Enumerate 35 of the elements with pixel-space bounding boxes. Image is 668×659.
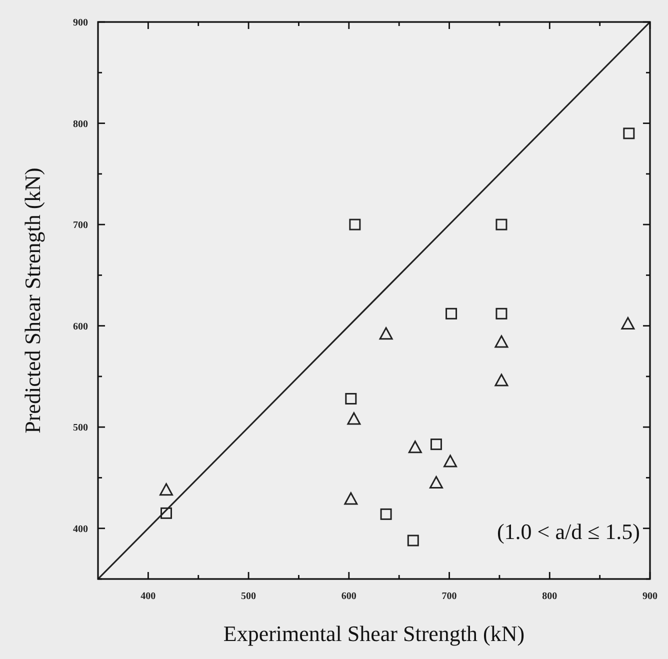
y-tick-label: 500 <box>73 422 88 434</box>
point <box>347 412 361 425</box>
x-axis-title: Experimental Shear Strength (kN) <box>223 621 525 646</box>
y-axis-title: Predicted Shear Strength (kN) <box>20 168 45 434</box>
point <box>444 454 458 468</box>
point <box>349 218 361 230</box>
annotation: (1.0 < a/d ≤ 1.5) <box>496 519 640 544</box>
x-tick-label: 500 <box>241 591 256 602</box>
point <box>159 483 173 496</box>
x-tick-label: 600 <box>341 591 356 602</box>
point <box>446 308 458 320</box>
y-tick-label: 900 <box>73 18 88 28</box>
point <box>160 507 172 519</box>
point <box>408 440 422 454</box>
y-tick-label: 400 <box>73 524 88 535</box>
point <box>430 438 442 450</box>
point <box>494 374 508 386</box>
y-tick-label: 800 <box>73 118 88 130</box>
x-tick-label: 900 <box>642 591 658 602</box>
y-tick-label: 600 <box>73 321 88 332</box>
point <box>494 335 508 348</box>
x-tick-label: 800 <box>542 591 558 602</box>
point <box>621 317 635 330</box>
x-tick-label: 400 <box>140 591 156 602</box>
point <box>623 128 635 140</box>
point <box>379 327 393 340</box>
point <box>407 534 419 546</box>
x-tick-label: 700 <box>442 591 457 602</box>
point <box>429 476 443 489</box>
point <box>380 508 392 520</box>
point <box>344 492 358 505</box>
y-tick-label: 700 <box>73 220 88 232</box>
point <box>345 392 357 404</box>
point <box>496 218 508 230</box>
point <box>496 308 508 320</box>
